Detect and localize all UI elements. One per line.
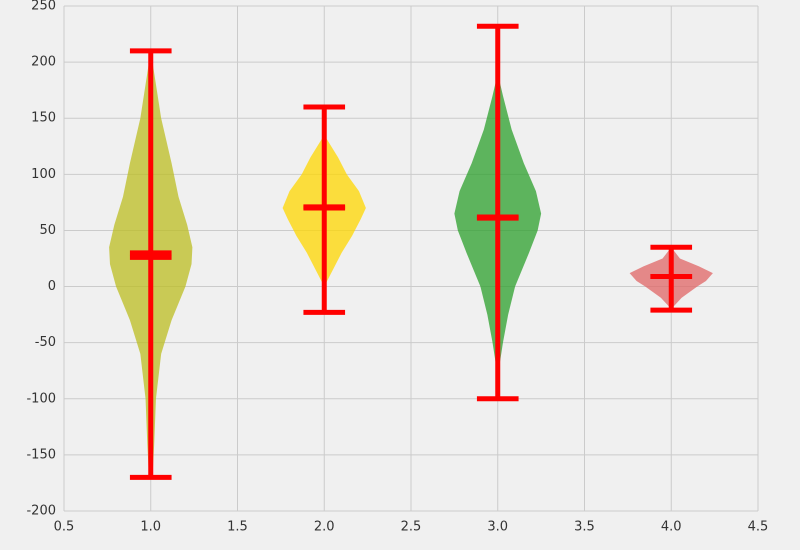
y-tick-label: 100: [31, 167, 56, 182]
y-tick-label: -200: [26, 504, 56, 519]
x-tick-label: 2.0: [314, 520, 335, 535]
y-tick-label: -100: [26, 391, 56, 406]
x-tick-label: 1.0: [140, 520, 161, 535]
x-tick-label: 2.5: [401, 520, 422, 535]
y-tick-label: 50: [39, 223, 56, 238]
y-tick-label: -50: [35, 335, 56, 350]
x-tick-label: 3.0: [487, 520, 508, 535]
y-tick-label: 250: [31, 0, 56, 14]
y-tick-label: 200: [31, 55, 56, 70]
y-tick-label: 150: [31, 111, 56, 126]
x-tick-label: 4.5: [748, 520, 769, 535]
x-tick-label: 4.0: [661, 520, 682, 535]
y-tick-label: 0: [48, 279, 56, 294]
x-tick-label: 3.5: [574, 520, 595, 535]
y-tick-label: -150: [26, 447, 56, 462]
x-tick-label: 0.5: [54, 520, 75, 535]
x-tick-label: 1.5: [227, 520, 248, 535]
